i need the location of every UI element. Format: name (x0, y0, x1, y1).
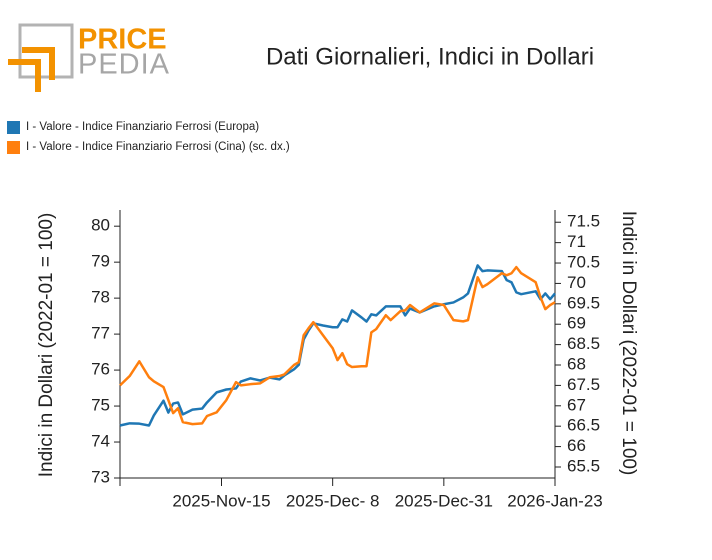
y2-tick-label: 68 (567, 354, 586, 373)
legend-swatch (7, 121, 20, 134)
logo-bracket (8, 59, 41, 92)
y2-tick-label: 71.5 (567, 212, 600, 231)
y2-tick-label: 69 (567, 314, 586, 333)
y2-tick-label: 69.5 (567, 293, 600, 312)
y2-tick-label: 66 (567, 436, 586, 455)
y-tick-label: 76 (91, 360, 110, 379)
y2-tick-label: 65.5 (567, 456, 600, 475)
x-tick-label: 2026-Jan-23 (507, 491, 602, 510)
data-line (119, 264, 556, 427)
x-tick-label: 2025-Dec- 8 (286, 491, 380, 510)
chart-title: Dati Giornalieri, Indici in Dollari (266, 43, 594, 70)
y-tick-label: 79 (91, 252, 110, 271)
y2-tick-label: 66.5 (567, 416, 600, 435)
y-tick-label: 74 (91, 432, 110, 451)
y2-tick-label: 67 (567, 395, 586, 414)
logo-top: PRICE (78, 24, 167, 56)
y2-tick-label: 71 (567, 232, 586, 251)
logo: PRICE PEDIA (8, 23, 170, 92)
y-axis-label: Indici in Dollari (2022-01 = 100) (36, 213, 57, 478)
y-tick-label: 77 (91, 324, 110, 343)
y-tick-label: 80 (91, 216, 110, 235)
y2-tick-label: 70 (567, 273, 586, 292)
data-line (119, 265, 556, 426)
y2-tick-label: 70.5 (567, 253, 600, 272)
logo-bracket (22, 47, 55, 80)
legend-label: I - Valore - Indice Finanziario Ferrosi … (26, 141, 290, 153)
y2-tick-label: 67.5 (567, 375, 600, 394)
y2-axis-label: Indici in Dollari (2022-01 = 100) (618, 211, 639, 476)
legend-label: I - Valore - Indice Finanziario Ferrosi … (26, 121, 259, 133)
y2-tick-label: 68.5 (567, 334, 600, 353)
logo-frame (18, 23, 74, 79)
y-tick-label: 78 (91, 288, 110, 307)
x-tick-label: 2025-Dec-31 (395, 491, 493, 510)
x-tick-label: 2025-Nov-15 (172, 491, 270, 510)
y-tick-label: 73 (91, 467, 110, 486)
logo-bottom: PEDIA (78, 49, 170, 81)
legend-swatch (7, 141, 20, 154)
y-tick-label: 75 (91, 396, 110, 415)
